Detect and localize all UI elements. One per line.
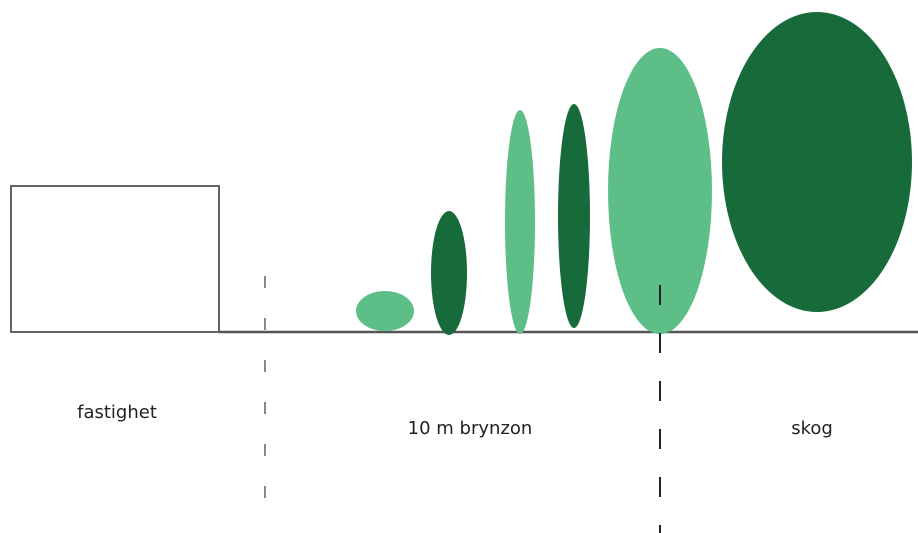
label: fastighet	[77, 402, 157, 423]
shrub	[431, 211, 467, 335]
tree	[722, 12, 912, 312]
shrub	[356, 291, 414, 331]
tree	[608, 48, 712, 334]
label: skog	[791, 418, 833, 439]
house	[10, 185, 220, 333]
tree	[558, 104, 590, 328]
tree	[505, 110, 535, 334]
label: 10 m brynzon	[408, 418, 533, 439]
